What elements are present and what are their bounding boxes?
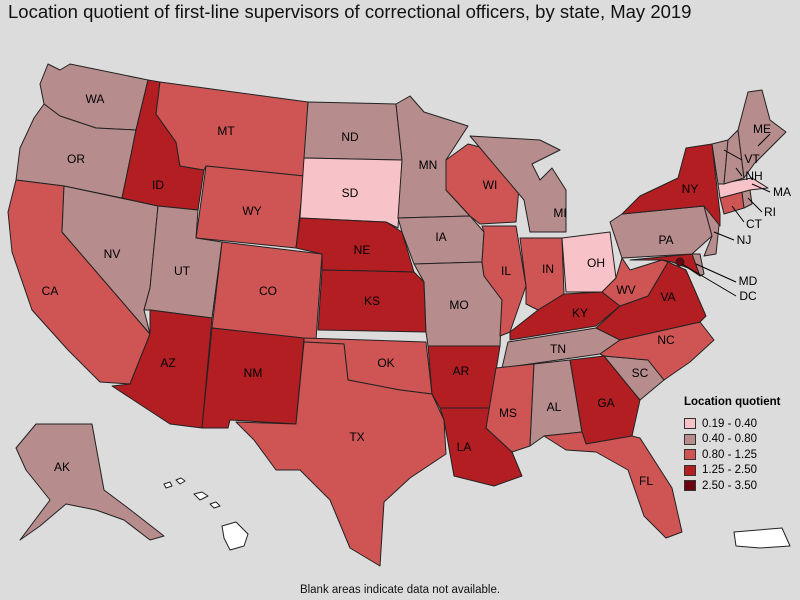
label-ri: RI (764, 205, 776, 219)
leader-vt (723, 149, 743, 161)
label-ks: KS (364, 294, 380, 308)
label-wv: WV (616, 283, 635, 297)
leader-ri (747, 197, 763, 213)
label-ne: NE (354, 243, 371, 257)
legend-label-5: 2.50 - 3.50 (702, 479, 757, 492)
legend: Location quotient 0.19 - 0.40 0.40 - 0.8… (684, 396, 796, 494)
territory-pr[interactable] (733, 527, 791, 549)
label-wa: WA (86, 92, 105, 106)
label-nh: NH (745, 169, 762, 183)
label-ok: OK (377, 356, 394, 370)
label-nm: NM (244, 366, 263, 380)
map-title: Location quotient of first-line supervis… (8, 1, 692, 22)
label-ct: CT (746, 217, 763, 231)
label-mo: MO (449, 298, 468, 312)
label-il: IL (501, 264, 511, 278)
state-labels: WA OR CA NV ID MT WY UT AZ CO NM ND SD N… (42, 92, 791, 488)
label-leader-lines (681, 133, 771, 297)
legend-swatch-1 (684, 418, 696, 430)
label-ca: CA (42, 284, 59, 298)
label-mt: MT (217, 124, 235, 138)
state-me[interactable] (737, 89, 787, 179)
label-oh: OH (587, 256, 605, 270)
label-ga: GA (597, 396, 614, 410)
label-ut: UT (174, 264, 191, 278)
hawaii-island-3 (193, 491, 209, 501)
label-md: MD (739, 274, 758, 288)
state-az[interactable] (111, 309, 213, 429)
label-fl: FL (639, 474, 653, 488)
label-mi: MI (553, 206, 566, 220)
state-ms[interactable] (485, 363, 535, 453)
leader-me (757, 133, 771, 147)
label-ak: AK (54, 460, 70, 474)
label-pa: PA (658, 233, 673, 247)
legend-swatch-5 (684, 480, 696, 492)
legend-title: Location quotient (684, 396, 781, 408)
label-id: ID (152, 178, 164, 192)
legend-label-1: 0.19 - 0.40 (702, 417, 757, 430)
label-ny: NY (682, 182, 699, 196)
label-sc: SC (632, 366, 649, 380)
label-la: LA (457, 440, 472, 454)
legend-item-5: 2.50 - 3.50 (684, 478, 796, 494)
label-tn: TN (550, 342, 566, 356)
leader-md (695, 263, 737, 283)
leader-nh (735, 167, 743, 177)
label-sd: SD (342, 186, 359, 200)
legend-swatch-3 (684, 449, 696, 461)
label-al: AL (547, 400, 562, 414)
state-il[interactable] (481, 225, 527, 337)
state-mi[interactable] (469, 135, 567, 233)
legend-item-2: 0.40 - 0.80 (684, 432, 796, 448)
label-me: ME (753, 122, 771, 136)
state-ri[interactable] (741, 189, 753, 209)
leader-ma (751, 183, 771, 193)
state-ma[interactable] (717, 177, 769, 199)
leader-ct (731, 205, 745, 223)
label-nc: NC (657, 333, 675, 347)
label-nd: ND (341, 130, 359, 144)
label-nv: NV (104, 247, 121, 261)
label-tx: TX (349, 430, 364, 444)
hawaii-island-1 (163, 481, 173, 489)
label-az: AZ (160, 356, 175, 370)
label-vt: VT (744, 152, 760, 166)
legend-swatch-4 (684, 464, 696, 476)
state-ak[interactable] (15, 423, 165, 541)
legend-label-3: 0.80 - 1.25 (702, 448, 757, 461)
hawaii-island-2 (175, 477, 186, 485)
label-nj: NJ (737, 233, 752, 247)
hawaii-island-4 (209, 501, 221, 509)
leader-dc (681, 263, 737, 297)
label-ma: MA (773, 185, 791, 199)
leader-nj (713, 231, 735, 241)
legend-swatch-2 (684, 433, 696, 445)
label-or: OR (67, 152, 85, 166)
legend-item-3: 0.80 - 1.25 (684, 447, 796, 463)
legend-label-2: 0.40 - 0.80 (702, 433, 757, 446)
label-ms: MS (499, 406, 517, 420)
hawaii-island-5 (221, 521, 249, 551)
label-ia: IA (435, 230, 446, 244)
state-sd[interactable] (299, 157, 403, 229)
label-in: IN (542, 262, 554, 276)
label-va: VA (660, 290, 675, 304)
label-ar: AR (453, 364, 470, 378)
state-tx[interactable] (235, 341, 447, 567)
legend-label-4: 1.25 - 2.50 (702, 464, 757, 477)
label-ky: KY (572, 306, 588, 320)
legend-item-1: 0.19 - 0.40 (684, 416, 796, 432)
label-wi: WI (483, 178, 498, 192)
state-fl[interactable] (543, 431, 683, 539)
label-dc: DC (739, 289, 757, 303)
label-co: CO (259, 284, 277, 298)
footnote: Blank areas indicate data not available. (299, 584, 501, 596)
label-mn: MN (419, 158, 438, 172)
label-wy: WY (242, 204, 261, 218)
legend-item-4: 1.25 - 2.50 (684, 463, 796, 479)
state-hi[interactable] (163, 477, 249, 551)
